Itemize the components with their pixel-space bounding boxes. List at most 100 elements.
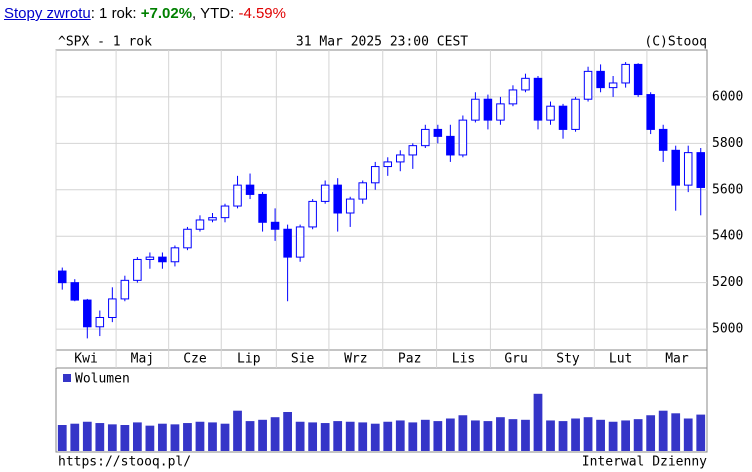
volume-bar — [245, 421, 255, 451]
volume-bar — [571, 418, 580, 451]
candle-body — [633, 63, 643, 96]
volume-bar — [420, 419, 430, 451]
x-tick-label: Cze — [183, 352, 207, 367]
candle-body — [233, 184, 242, 207]
volume-bar — [521, 419, 530, 451]
volume-bar — [70, 423, 80, 451]
volume-bar — [95, 423, 105, 451]
volume-bar — [283, 412, 292, 451]
candle-body — [471, 98, 480, 121]
volume-bar — [395, 420, 405, 451]
candle-body — [58, 270, 67, 284]
candle-body — [383, 161, 393, 168]
candle-body — [458, 119, 468, 156]
volume-bar — [383, 421, 393, 451]
candle-body — [295, 226, 305, 258]
candle-body — [546, 105, 555, 121]
candle-body — [696, 152, 705, 188]
period-value: +7.02% — [140, 5, 193, 22]
footer-url: https://stooq.pl/ — [58, 455, 191, 470]
x-tick-label: Maj — [131, 352, 154, 367]
returns-link[interactable]: Stopy zwrotu — [4, 5, 91, 22]
volume-bar — [633, 419, 643, 451]
volume-bar — [696, 414, 706, 451]
x-tick-label: Lip — [237, 352, 261, 367]
x-tick-label: Lis — [452, 352, 475, 367]
volume-bar — [458, 415, 468, 451]
y-tick-label: 5200 — [712, 275, 743, 290]
candle-body — [333, 184, 342, 214]
y-tick-label: 5400 — [712, 229, 743, 244]
volume-bar — [433, 421, 443, 451]
x-tick-label: Sie — [291, 352, 315, 367]
candle-body — [433, 128, 443, 137]
volume-bar — [546, 420, 555, 451]
candle-body — [133, 258, 142, 281]
candle-body — [683, 152, 693, 186]
volume-bar — [57, 425, 67, 451]
legend-label: Wolumen — [75, 372, 130, 387]
volume-bar — [646, 415, 656, 451]
volume-bar — [658, 410, 668, 451]
ytd-label: , YTD: — [192, 5, 239, 22]
volume-bar — [145, 425, 155, 451]
candle-body — [508, 89, 518, 105]
volume-bar — [233, 410, 242, 451]
volume-bar — [508, 419, 518, 451]
candle-body — [533, 77, 543, 121]
candle-body — [245, 184, 255, 195]
period-label: : 1 rok: — [90, 5, 141, 22]
candle-body — [583, 70, 593, 100]
frame — [55, 49, 708, 453]
candle-body — [195, 219, 205, 230]
x-tick-label: Mar — [665, 352, 689, 367]
volume-bar — [107, 424, 117, 451]
candle-body — [270, 221, 280, 230]
candle-body — [158, 256, 167, 263]
volume-bar — [270, 417, 280, 451]
x-tick-label: Wrz — [344, 352, 367, 367]
candle-body — [521, 77, 530, 91]
x-tick-label: Kwi — [74, 352, 97, 367]
volume-bar — [170, 424, 180, 451]
volume-bar — [496, 417, 505, 451]
volume-bar — [120, 425, 130, 451]
candle-body — [145, 256, 155, 260]
candle-body — [370, 166, 380, 184]
volume-bar — [671, 413, 681, 451]
candle-body — [345, 198, 355, 214]
y-tick-label: 5000 — [712, 322, 743, 337]
candle-body — [208, 217, 217, 221]
ytd-value: -4.59% — [238, 5, 286, 22]
candle-body — [621, 63, 630, 84]
volume-bar — [132, 422, 142, 451]
volume-bar — [483, 421, 493, 451]
volume-bar — [82, 421, 92, 451]
volume-bar — [583, 417, 593, 451]
x-tick-label: Paz — [398, 352, 421, 367]
candle-body — [258, 193, 267, 223]
candle-body — [283, 228, 292, 258]
candle-body — [671, 149, 680, 186]
candle-body — [421, 128, 430, 147]
candle-body — [183, 228, 192, 249]
candle-body — [646, 94, 655, 130]
volume-bar — [533, 393, 543, 451]
volume-bar — [558, 421, 568, 451]
candle-body — [446, 135, 455, 156]
volume-bar — [596, 419, 605, 451]
volume-bar — [320, 423, 330, 451]
volume-bar — [683, 418, 693, 451]
y-tick-label: 5600 — [712, 182, 743, 197]
volume-bar — [445, 418, 455, 451]
volume-bar — [208, 422, 217, 451]
candle-body — [558, 105, 568, 130]
volume-bar — [408, 422, 418, 451]
volume-bar — [308, 422, 318, 451]
candle-body — [408, 145, 418, 156]
volume-bar — [370, 423, 380, 451]
chart-date: 31 Mar 2025 23:00 CEST — [296, 35, 468, 50]
volume-bar — [333, 421, 343, 451]
volume-bar — [345, 421, 355, 451]
